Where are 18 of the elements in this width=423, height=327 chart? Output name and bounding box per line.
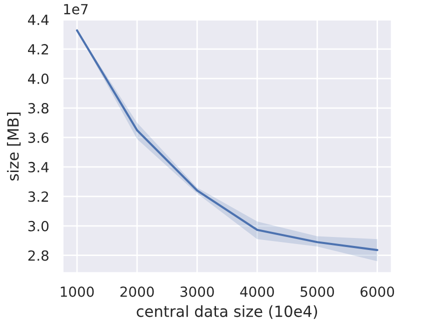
- y-tick-label: 3.8: [28, 102, 48, 114]
- y-axis-title: size [MB]: [6, 112, 21, 181]
- x-axis-title: central data size (10e4): [136, 305, 318, 319]
- y-tick-label: 4.0: [28, 74, 48, 84]
- x-tick-label: 2000: [120, 286, 154, 297]
- x-tick-label: 5000: [300, 286, 334, 297]
- text: 1e7: [64, 4, 88, 14]
- y-tick-label: 3.4: [28, 162, 49, 172]
- y-tick-label: 2.8: [28, 250, 48, 261]
- y-tick-label: 3.2: [28, 191, 48, 202]
- y-tick-label: 3.6: [28, 132, 49, 143]
- y-tick-label: 4.4: [28, 14, 49, 25]
- y-tick-label: 3.0: [28, 220, 48, 232]
- x-tick-label: 4000: [240, 286, 274, 297]
- x-tick-label: 6000: [360, 286, 394, 297]
- x-tick-label: 3000: [180, 286, 214, 297]
- x-tick-label: 1000: [60, 286, 94, 297]
- y-tick-label: 4.2: [28, 44, 48, 54]
